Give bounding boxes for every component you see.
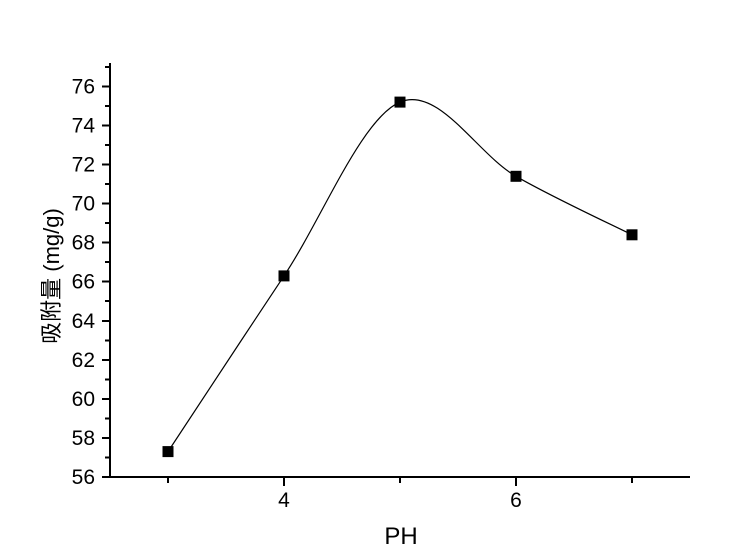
data-point-marker bbox=[162, 446, 174, 458]
data-point-marker bbox=[626, 229, 638, 241]
data-point-marker bbox=[278, 270, 290, 282]
y-tick-label: 64 bbox=[72, 310, 96, 333]
data-point-marker bbox=[510, 170, 522, 182]
y-tick-label: 76 bbox=[72, 75, 95, 98]
y-tick-label: 74 bbox=[72, 114, 96, 137]
data-point-marker bbox=[394, 96, 406, 108]
series-line bbox=[167, 99, 633, 452]
y-tick-label: 66 bbox=[72, 271, 95, 294]
y-axis-title: 吸附量 (mg/g) bbox=[39, 208, 64, 344]
y-tick-label: 56 bbox=[72, 466, 95, 489]
x-tick-label: 4 bbox=[278, 489, 290, 512]
x-axis-title: PH bbox=[384, 523, 418, 550]
y-tick-label: 62 bbox=[72, 349, 95, 372]
y-tick-label: 70 bbox=[72, 193, 95, 216]
y-tick-label: 58 bbox=[72, 427, 95, 450]
y-tick-label: 60 bbox=[72, 388, 95, 411]
y-tick-label: 72 bbox=[72, 154, 95, 177]
y-tick-label: 68 bbox=[72, 232, 95, 255]
x-tick-label: 6 bbox=[510, 489, 522, 512]
